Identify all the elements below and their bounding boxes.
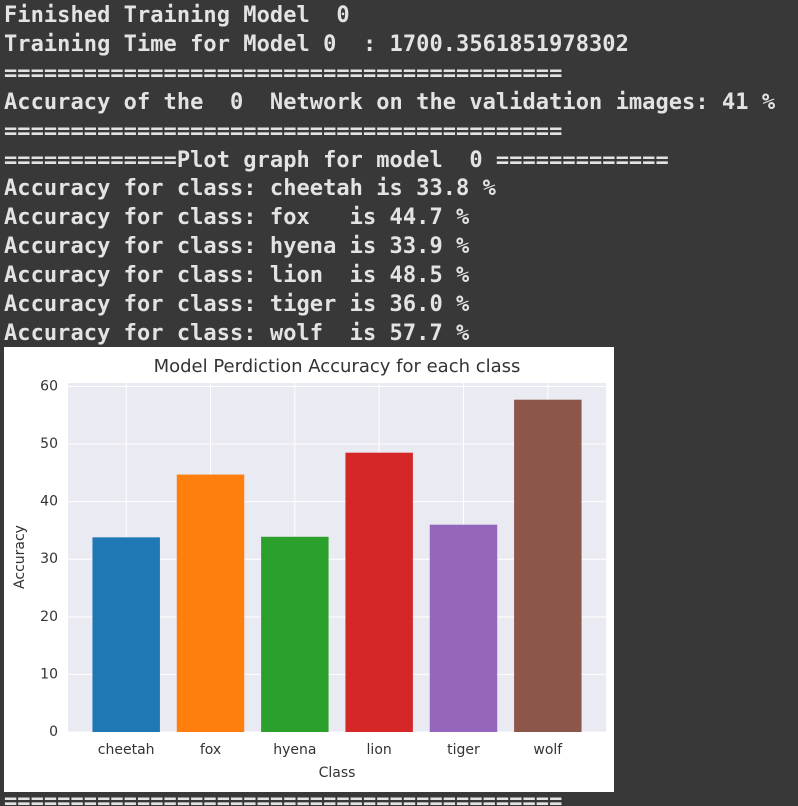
console-line: Accuracy for class: tiger is 36.0 % [4,292,470,317]
x-tick-label: tiger [447,742,480,758]
y-tick-label: 30 [40,551,58,567]
console-line: Finished Training Model 0 [4,3,350,28]
console-line: Accuracy for class: hyena is 33.9 % [4,234,470,260]
y-tick-label: 10 [40,666,58,682]
console-line: Accuracy of the 0 Network on the validat… [4,89,776,115]
x-tick-label: fox [200,742,221,758]
bar [429,524,498,732]
y-tick-label: 20 [40,609,58,625]
bar [261,536,329,732]
console-line: Training Time for Model 0 : 1700.3561851… [4,31,629,57]
console-line: ========================================… [4,118,563,144]
x-tick-label: cheetah [98,742,155,758]
bar [514,399,582,732]
x-tick-label: hyena [273,742,316,758]
console-line: Accuracy for class: fox is 44.7 % [4,205,470,231]
y-tick-label: 60 [40,378,58,394]
y-axis-label: Accuracy [12,525,28,589]
y-tick-label: 0 [49,724,58,740]
x-tick-label: lion [367,742,392,758]
console-line: ========================================… [4,60,563,86]
x-tick-label: wolf [533,742,563,758]
console-line: Accuracy for class: lion is 48.5 % [4,263,470,289]
bar [176,474,245,732]
x-axis-label: Class [319,765,356,781]
console-line: =============Plot graph for model 0 ====… [4,147,669,173]
console-line: Accuracy for class: wolf is 57.7 % [4,320,470,346]
bar [92,537,160,732]
bar [345,452,413,732]
console-line: ========================================… [4,789,563,806]
chart: Model Perdiction Accuracy for each class… [4,347,614,792]
console-output: Finished Training Model 0 Training Time f… [4,0,798,806]
y-tick-label: 50 [40,436,58,452]
y-tick-label: 40 [40,494,58,510]
console-line: Accuracy for class: cheetah is 33.8 % [4,176,496,202]
chart-title: Model Perdiction Accuracy for each class [154,356,521,377]
